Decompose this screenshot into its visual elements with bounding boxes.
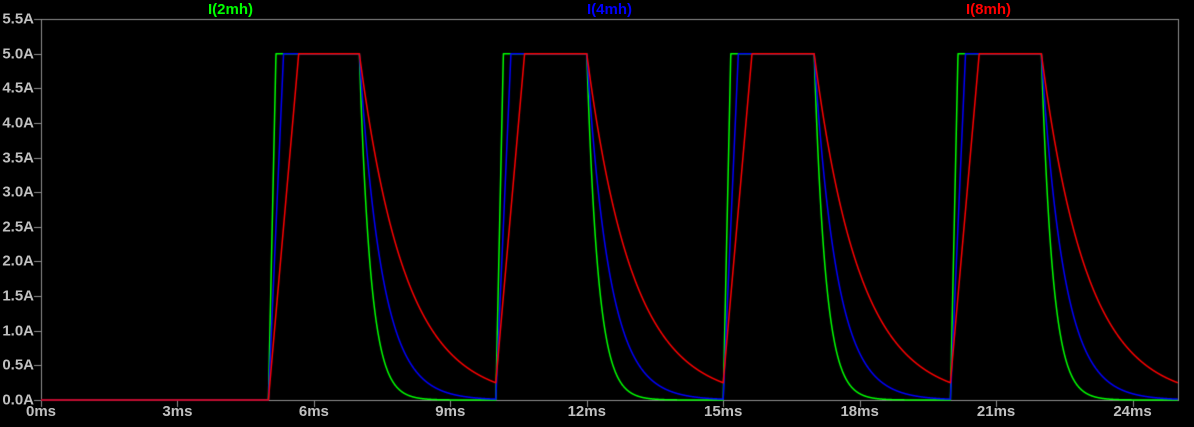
x-tick-label: 15ms (704, 403, 743, 420)
y-tick-label: 1.5A (2, 287, 34, 305)
y-tick-label: 2.5A (2, 218, 34, 236)
x-tick-label: 18ms (840, 403, 879, 420)
y-tick-label: 1.0A (2, 322, 34, 340)
y-tick-label: 3.5A (2, 149, 34, 167)
y-tick-label: 5.5A (2, 10, 34, 28)
y-tick-label: 0.5A (2, 356, 34, 374)
y-tick-label: 4.0A (2, 114, 34, 132)
y-tick-label: 0.0A (2, 391, 34, 409)
x-tick-label: 9ms (435, 403, 466, 420)
x-tick-label: 24ms (1113, 403, 1152, 420)
x-tick-label: 21ms (976, 403, 1016, 420)
x-tick-label: 0ms (25, 403, 57, 420)
legend-label-2mh[interactable]: I(2mh) (208, 1, 253, 18)
y-tick-label: 4.5A (2, 79, 34, 97)
y-tick-label: 2.0A (2, 252, 34, 270)
legend-label-4mh[interactable]: I(4mh) (587, 1, 632, 18)
x-tick-label: 12ms (567, 403, 606, 420)
y-tick-label: 3.0A (2, 183, 34, 201)
y-tick-label: 5.0A (2, 45, 34, 63)
x-tick-label: 3ms (162, 403, 193, 420)
legend-label-8mh[interactable]: I(8mh) (966, 1, 1011, 18)
x-tick-label: 6ms (298, 403, 329, 420)
